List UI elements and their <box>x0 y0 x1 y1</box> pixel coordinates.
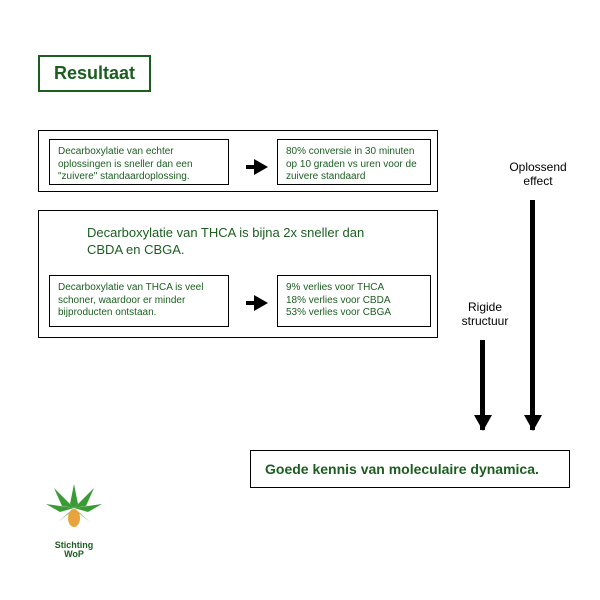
block-2-left-box: Decarboxylatie van THCA is veel schoner,… <box>49 275 229 327</box>
label-rigide-structuur: Rigide structuur <box>450 300 520 329</box>
block-2-right-box: 9% verlies voor THCA 18% verlies voor CB… <box>277 275 431 327</box>
label-oplossend-text: Oplossend effect <box>509 160 566 188</box>
arrow-right-icon <box>254 295 268 311</box>
block-2-left-text: Decarboxylatie van THCA is veel schoner,… <box>58 282 203 318</box>
logo: Stichting WoP <box>38 478 110 559</box>
arrow-right-icon <box>254 159 268 175</box>
conclusion-text: Goede kennis van moleculaire dynamica. <box>265 461 539 477</box>
block-2-statement-text: Decarboxylatie van THCA is bijna 2x snel… <box>87 225 364 257</box>
block-2: Decarboxylatie van THCA is bijna 2x snel… <box>38 210 438 338</box>
block-2-statement: Decarboxylatie van THCA is bijna 2x snel… <box>87 225 387 259</box>
label-oplossend-effect: Oplossend effect <box>498 160 578 189</box>
logo-text: Stichting WoP <box>38 541 110 559</box>
section-title-text: Resultaat <box>54 63 135 83</box>
block-2-right-text: 9% verlies voor THCA 18% verlies voor CB… <box>286 282 391 318</box>
section-title: Resultaat <box>38 55 151 92</box>
block-1-left-box: Decarboxylatie van echter oplossingen is… <box>49 139 229 185</box>
arrow-down-icon <box>480 340 485 430</box>
block-1: Decarboxylatie van echter oplossingen is… <box>38 130 438 192</box>
logo-line2: WoP <box>64 549 84 559</box>
arrow-down-icon <box>530 200 535 430</box>
label-rigide-text: Rigide structuur <box>462 300 509 328</box>
block-1-right-text: 80% conversie in 30 minuten op 10 graden… <box>286 146 417 182</box>
block-1-left-text: Decarboxylatie van echter oplossingen is… <box>58 146 193 182</box>
block-1-right-box: 80% conversie in 30 minuten op 10 graden… <box>277 139 431 185</box>
conclusion-box: Goede kennis van moleculaire dynamica. <box>250 450 570 488</box>
cannabis-leaf-icon <box>38 478 110 534</box>
